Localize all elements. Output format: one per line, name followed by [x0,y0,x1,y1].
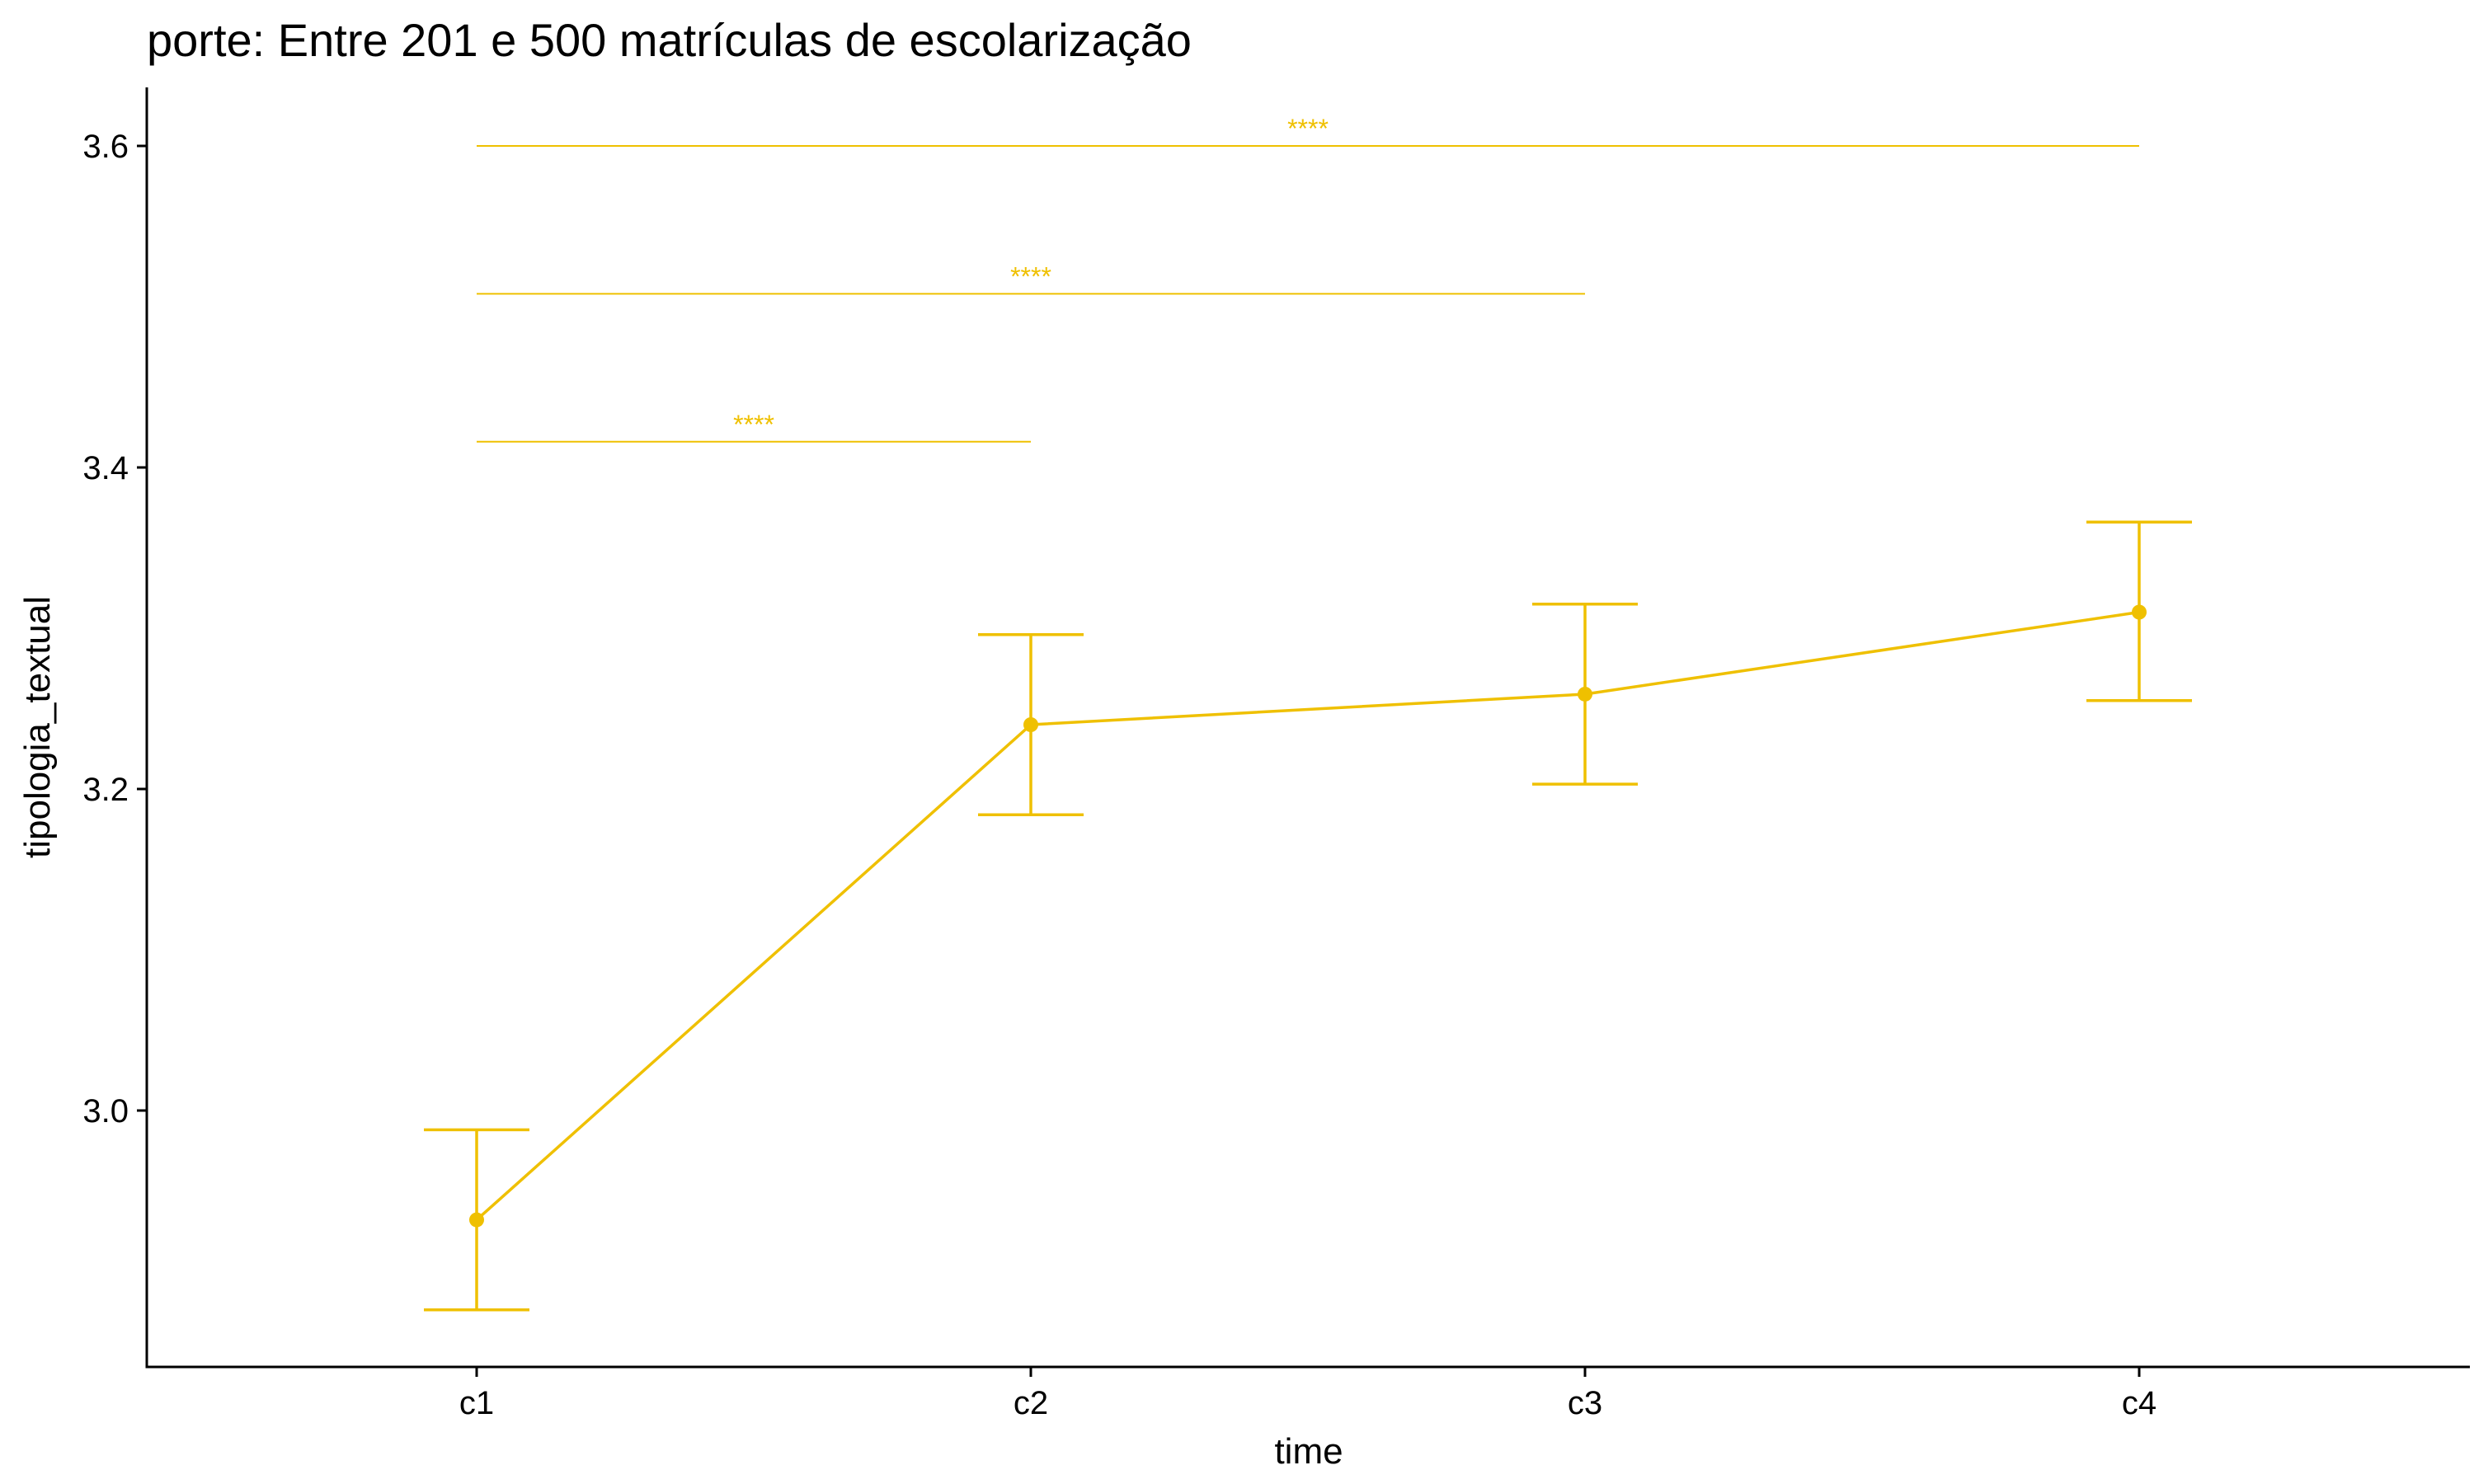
x-tick-label: c1 [459,1385,494,1421]
series-line [475,610,2140,1221]
chart-title: porte: Entre 201 e 500 matrículas de esc… [147,14,1192,66]
y-tick-label: 3.6 [82,129,129,165]
x-tick-label: c2 [1014,1385,1048,1421]
x-axis-ticks: c1 c2 c3 c4 [459,1367,2157,1421]
x-tick-label: c4 [2122,1385,2157,1421]
significance-label: **** [1287,114,1329,143]
y-axis-ticks: 3.0 3.2 3.4 3.6 [82,129,147,1129]
significance-label: **** [1010,261,1051,291]
data-point [1023,717,1038,732]
significance-label: **** [733,410,774,439]
x-tick-label: c3 [1568,1385,1602,1421]
y-tick-label: 3.4 [82,450,129,486]
x-axis-title: time [1274,1431,1343,1472]
y-axis-title: tipologia_textual [17,596,58,858]
data-point [2132,604,2147,620]
data-point [469,1212,484,1228]
y-tick-label: 3.0 [82,1093,129,1129]
plot-area: **** **** **** [424,114,2192,1312]
data-point [1578,686,1592,702]
y-tick-label: 3.2 [82,772,129,808]
